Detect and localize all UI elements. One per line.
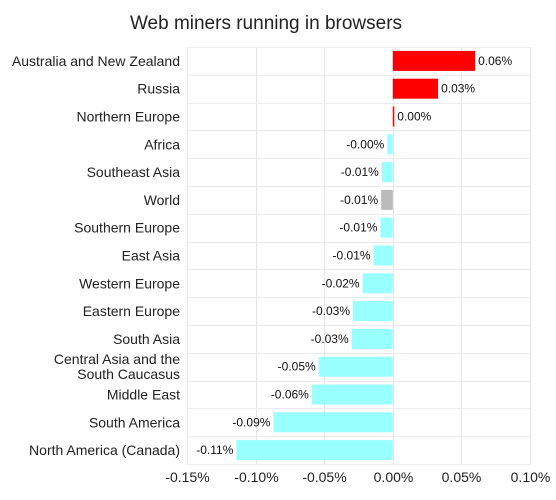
bar	[392, 50, 476, 71]
category-label: Southern Europe	[74, 220, 180, 236]
x-axis-tick-labels: -0.15% -0.10% -0.05% 0.00% 0.05% 0.10%	[165, 469, 550, 485]
data-label: -0.01%	[339, 221, 377, 235]
bar	[373, 245, 393, 266]
bar	[380, 217, 393, 238]
data-label: -0.06%	[271, 388, 309, 402]
x-tick-label: 0.10%	[511, 469, 551, 485]
bar	[392, 78, 439, 99]
bar	[311, 384, 393, 405]
data-labels: 0.06%0.03% 0.00% -0.00% -0.01% -0.01% -0.01% -…	[196, 54, 512, 457]
data-label: -0.09%	[232, 415, 270, 429]
category-label: Middle East	[107, 387, 180, 403]
bar	[318, 356, 393, 377]
data-label: -0.02%	[322, 276, 360, 290]
category-label: Russia	[137, 81, 180, 97]
bar	[392, 106, 395, 127]
category-label: South Asia	[113, 331, 180, 347]
data-label: -0.03%	[312, 304, 350, 318]
category-label: East Asia	[122, 248, 181, 264]
category-label: Western Europe	[79, 275, 180, 291]
x-tick-label: -0.15%	[165, 469, 209, 485]
bar	[236, 440, 393, 461]
data-label: -0.03%	[311, 332, 349, 346]
data-label: 0.00%	[397, 110, 431, 124]
category-label: Central Asia and the	[54, 351, 180, 367]
data-label: -0.01%	[341, 165, 379, 179]
bar	[362, 273, 393, 294]
bar	[381, 189, 393, 210]
category-label: Australia and New Zealand	[12, 53, 180, 69]
category-label: Eastern Europe	[83, 303, 180, 319]
x-tick-label: 0.05%	[442, 469, 482, 485]
data-label: -0.00%	[346, 137, 384, 151]
bar	[273, 412, 393, 433]
x-tick-label: -0.10%	[234, 469, 278, 485]
category-label: North America (Canada)	[29, 442, 180, 458]
category-label: World	[144, 192, 180, 208]
x-tick-label: -0.05%	[302, 469, 346, 485]
bars	[236, 50, 476, 461]
x-tick-label: 0.00%	[374, 469, 414, 485]
category-label: South Caucasus	[77, 366, 180, 382]
bar	[353, 301, 393, 322]
category-label: Africa	[144, 136, 180, 152]
data-label: -0.05%	[278, 360, 316, 374]
chart-title: Web miners running in browsers	[130, 13, 402, 34]
data-label: -0.01%	[340, 193, 378, 207]
category-labels: Australia and New Zealand Russia Northern …	[12, 53, 180, 458]
bar	[381, 162, 393, 183]
data-label: 0.06%	[478, 54, 512, 68]
bar	[351, 328, 393, 349]
data-label: 0.03%	[441, 82, 475, 96]
data-label: -0.11%	[196, 443, 233, 457]
bar	[387, 134, 393, 155]
category-label: Northern Europe	[76, 109, 180, 125]
grid-lines	[187, 47, 531, 465]
category-label: Southeast Asia	[87, 164, 181, 180]
category-label: South America	[89, 414, 180, 430]
data-label: -0.01%	[333, 249, 371, 263]
